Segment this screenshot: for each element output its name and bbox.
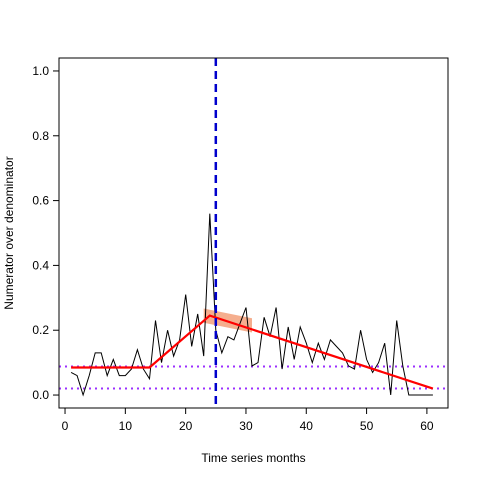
observed-series-line <box>70 213 433 397</box>
x-tick-label: 40 <box>300 419 314 433</box>
y-tick-label: 0.0 <box>32 388 49 402</box>
y-tick-label: 0.8 <box>32 129 49 143</box>
x-tick-label: 10 <box>119 419 133 433</box>
y-tick-label: 0.6 <box>32 194 49 208</box>
x-axis-title: Time series months <box>201 451 305 465</box>
segmented-fit-line <box>71 314 434 390</box>
y-axis-title: Numerator over denominator <box>2 156 16 309</box>
axis-ticks: 0 10 20 30 40 50 60 0.0 0.2 0.4 0.6 0.8 1.0 <box>32 64 434 433</box>
plot-area <box>59 58 448 408</box>
y-tick-label: 0.2 <box>32 323 49 337</box>
x-tick-label: 50 <box>360 419 374 433</box>
x-tick-label: 60 <box>420 419 434 433</box>
x-tick-label: 30 <box>239 419 253 433</box>
plot-frame <box>58 57 449 409</box>
y-tick-label: 0.4 <box>32 258 49 272</box>
x-tick-label: 20 <box>179 419 193 433</box>
x-tick-label: 0 <box>62 419 69 433</box>
y-tick-label: 1.0 <box>32 64 49 78</box>
